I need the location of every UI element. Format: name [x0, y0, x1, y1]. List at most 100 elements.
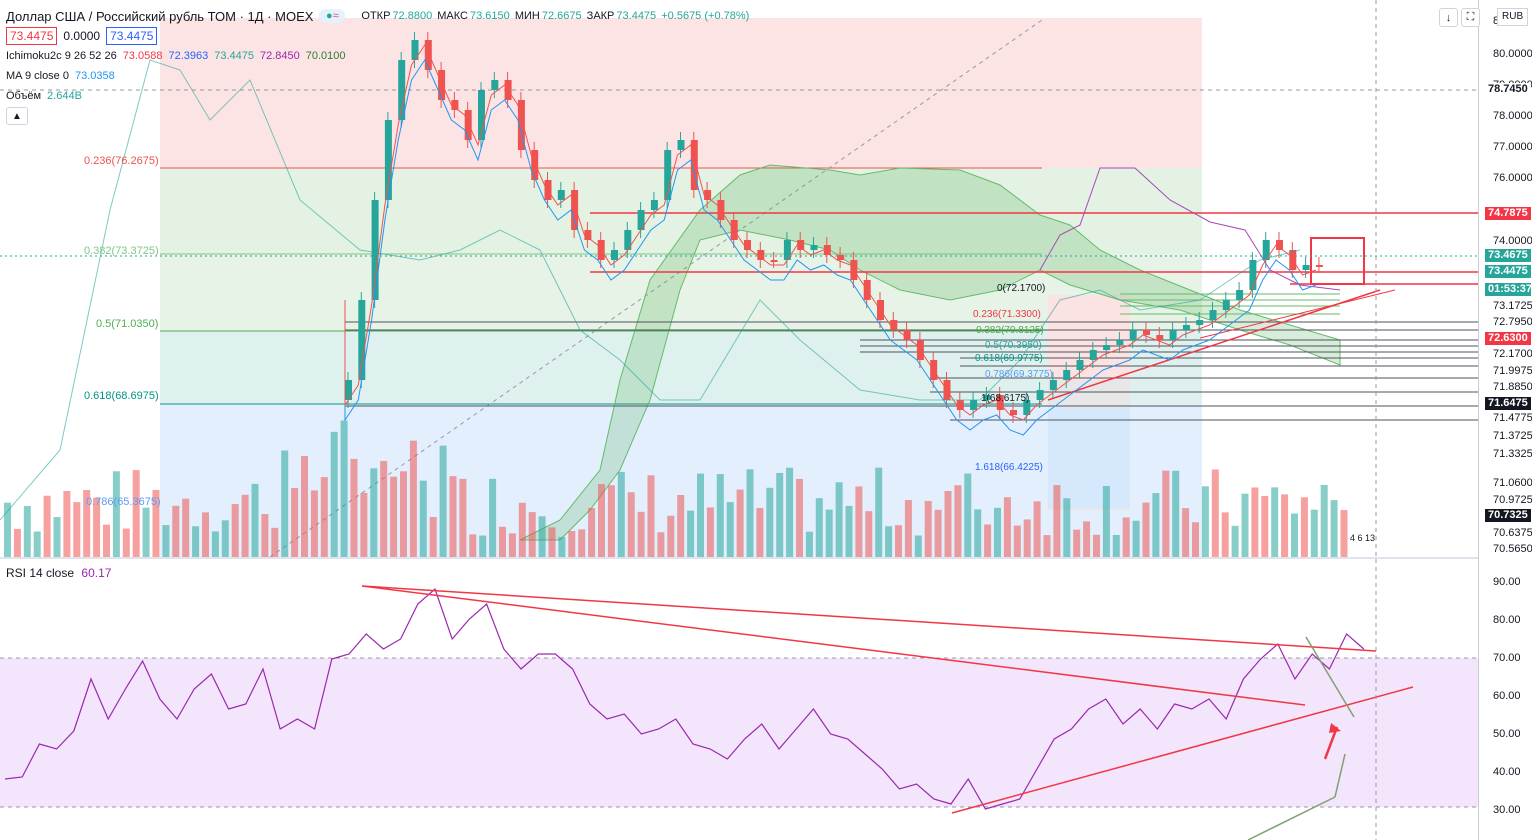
arrow-down-icon[interactable]: ↓	[1439, 8, 1458, 27]
ichimoku-v5: 70.0100	[305, 50, 346, 62]
volume-bar	[202, 512, 209, 557]
ma-line	[344, 58, 1317, 436]
candle	[704, 190, 712, 200]
rsi-trend-line	[361, 585, 1306, 706]
candle	[478, 90, 485, 140]
candle	[424, 40, 432, 70]
price-chart-pane[interactable]	[0, 0, 1478, 557]
volume-bar	[281, 450, 289, 557]
candle	[438, 70, 446, 100]
price-tick: 80.0000	[1493, 48, 1532, 60]
price-tag[interactable]: 72.6300	[1485, 332, 1531, 345]
high-value: 73.6150	[470, 10, 510, 22]
fib-level-label: 0.5(71.0350)	[96, 318, 159, 330]
candle	[983, 395, 991, 400]
volume-bar	[1013, 525, 1021, 557]
ask-box[interactable]: 73.4475	[106, 27, 158, 45]
candle	[1276, 240, 1283, 250]
bid-box[interactable]: 73.4475	[6, 27, 58, 45]
fullscreen-icon[interactable]: ⛶	[1461, 8, 1480, 27]
volume-bar	[93, 497, 101, 557]
rsi-chart[interactable]	[0, 559, 1478, 840]
volume-bar	[568, 530, 576, 557]
candle	[650, 200, 658, 210]
candle	[1103, 345, 1111, 350]
ichimoku-label: Ichimoku2c 9 26 52 26	[6, 50, 117, 62]
rsi-pane[interactable]	[0, 559, 1478, 840]
symbol-title[interactable]: Доллар США / Российский рубль ТОМ · 1Д ·…	[6, 8, 314, 24]
candle	[970, 400, 978, 410]
price-axis[interactable]: 880.000079.000078.000077.000076.000074.0…	[1478, 0, 1532, 840]
volume-bar	[1053, 485, 1061, 557]
candle	[1236, 290, 1244, 300]
ichimoku-v1: 73.0588	[122, 50, 163, 62]
volume-bar	[598, 484, 605, 557]
small-fib-label: 0.786(69.3775)	[985, 369, 1053, 380]
price-tag[interactable]: 70.7325	[1485, 509, 1531, 522]
rsi-trend-line	[1305, 636, 1355, 718]
price-tag[interactable]: 74.7875	[1485, 207, 1531, 220]
volume-bar	[786, 467, 794, 557]
price-tag[interactable]: 78.7450	[1485, 83, 1531, 96]
chikou-line	[0, 59, 1301, 521]
volume-row[interactable]: Объём 2.644B	[6, 86, 751, 106]
volume-bar	[776, 472, 784, 557]
price-tag[interactable]: 01:53:37	[1485, 283, 1532, 296]
candle	[451, 100, 459, 110]
volume-bar	[261, 514, 269, 557]
volume-bar	[875, 467, 883, 557]
pane-divider[interactable]	[0, 557, 1532, 559]
volume-bar	[370, 468, 378, 557]
ma-value: 73.0358	[74, 70, 115, 82]
candle	[1116, 340, 1124, 345]
price-tag[interactable]: 73.4675	[1485, 249, 1531, 262]
small-fib-band	[1048, 408, 1130, 508]
price-tick: 70.6375	[1493, 527, 1532, 539]
volume-bar	[439, 445, 447, 557]
candle	[1010, 410, 1017, 415]
rsi-legend[interactable]: RSI 14 close 60.17	[6, 566, 111, 580]
volume-bar	[964, 473, 972, 557]
volume-bar	[657, 532, 665, 557]
volume-bar	[1310, 509, 1318, 557]
candle	[1249, 260, 1257, 290]
wave-icon[interactable]: ●≈	[319, 9, 346, 23]
candle	[1169, 330, 1177, 340]
low-value: 72.6675	[541, 10, 582, 22]
volume-bar	[1043, 535, 1051, 557]
candle	[517, 100, 525, 150]
volume-bar	[1320, 484, 1328, 557]
volume-bar	[756, 507, 764, 557]
events-marker[interactable]: 4 6 13	[1350, 533, 1376, 543]
price-tick: 70.5650	[1493, 543, 1532, 555]
volume-bar	[627, 492, 635, 557]
price-tick: 71.3325	[1493, 448, 1532, 460]
price-tick: 71.3725	[1493, 430, 1532, 442]
volume-bar	[152, 489, 160, 557]
volume-bar	[518, 502, 526, 557]
volume-bar	[617, 471, 625, 557]
candle	[1129, 330, 1137, 340]
ma-row[interactable]: MA 9 close 0 73.0358	[6, 66, 751, 86]
open-label: ОТКР	[361, 10, 391, 22]
price-chart[interactable]	[0, 0, 1478, 557]
volume-bar	[43, 495, 51, 557]
small-fib-label: 1.618(66.4225)	[975, 462, 1043, 473]
fib-band	[160, 168, 1202, 254]
volume-bar	[677, 494, 685, 557]
price-tag[interactable]: 73.4475	[1485, 265, 1531, 278]
chevron-up-icon[interactable]: ▲	[6, 107, 28, 125]
fib-level-label: 0.236(76.2675)	[84, 155, 159, 167]
candle	[996, 395, 1004, 410]
volume-bar	[340, 420, 348, 557]
currency-badge[interactable]: RUB	[1497, 8, 1529, 26]
candle	[1156, 335, 1164, 340]
volume-bar	[1251, 487, 1259, 557]
price-tag[interactable]: 71.6475	[1485, 397, 1531, 410]
ichimoku-v3: 73.4475	[214, 50, 254, 62]
rsi-trend-line	[1334, 753, 1346, 798]
rsi-value: 60.17	[81, 566, 112, 580]
volume-bar	[954, 485, 962, 557]
ichimoku-row[interactable]: Ichimoku2c 9 26 52 26 73.0588 72.3963 73…	[6, 46, 751, 66]
volume-bar	[380, 460, 388, 557]
